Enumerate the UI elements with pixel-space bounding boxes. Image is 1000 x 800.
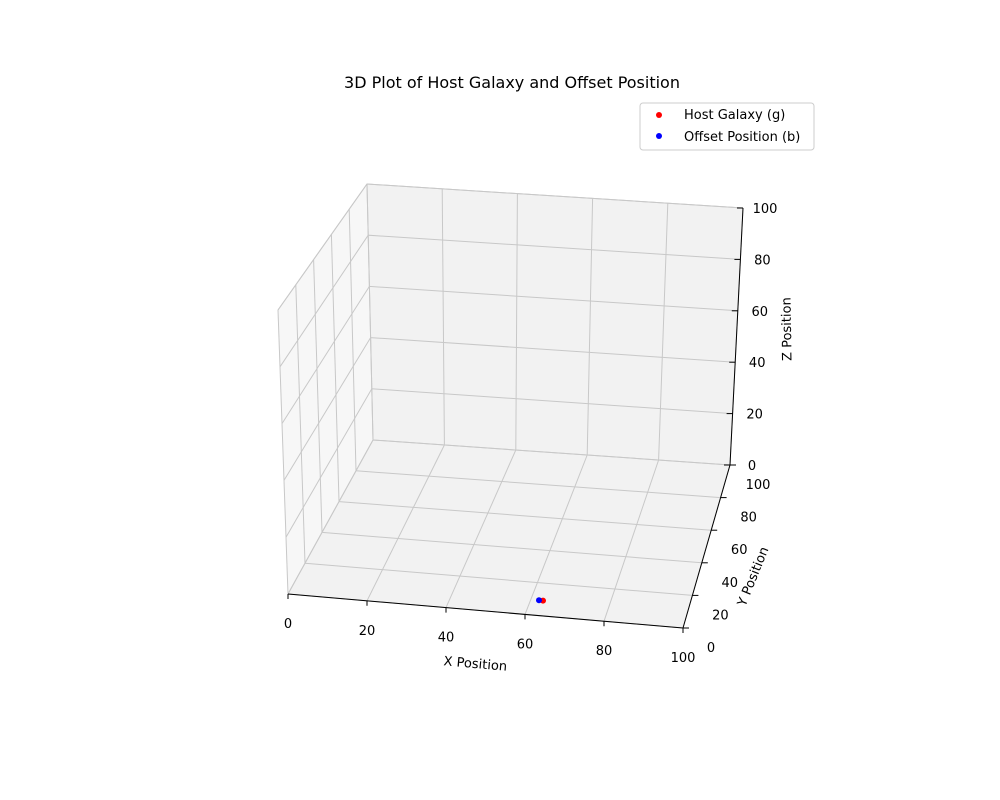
z-tick-label: 80 [754,253,771,268]
z-axis-label: Z Position [779,297,795,361]
y-tick-label: 0 [707,641,715,656]
gridline-y-left [366,183,374,441]
legend-box [639,102,815,151]
gridline-y-left [330,234,340,502]
legend-label-host-galaxy: Host Galaxy (g) [684,108,785,123]
x-tick-label: 40 [438,631,455,646]
x-axis-label: X Position [443,654,508,674]
gridline-y-floor [338,501,712,531]
gridline-x-floor [524,454,588,615]
gridline-y-left [313,259,323,533]
y-tick-label: 40 [722,576,739,591]
y-tick-label: 100 [746,478,771,493]
y-tick-label: 80 [740,511,757,526]
axis-lines [287,207,744,633]
grid-lines [277,183,744,629]
z-axis-line [729,207,744,466]
gridline-x-back [658,203,669,461]
gridline-x-floor [603,459,660,622]
point-offset-position [536,597,542,604]
legend-marker-host-galaxy [656,112,662,118]
gridline-y-floor [355,470,721,499]
gridline-y-floor [304,562,693,596]
gridline-x-floor [366,444,445,602]
back-pane [366,183,744,466]
x-tick-label: 20 [359,624,376,639]
x-tick-label: 100 [671,651,696,666]
gridline-y-left [295,284,306,564]
data-points [536,597,546,604]
z-tick-label: 0 [748,459,756,474]
x-axis-line [287,593,684,629]
y-tick-label: 20 [712,608,729,623]
z-tick-label: 60 [752,305,769,320]
gridline-z [277,183,744,311]
axis-panes [277,182,744,629]
y-tick-label: 60 [731,543,748,558]
chart-title: 3D Plot of Host Galaxy and Offset Positi… [344,73,680,92]
gridline-x-back [515,193,518,451]
x-tick-label: 0 [284,617,292,632]
legend-label-offset-position: Offset Position (b) [684,130,800,145]
x-tick-label: 80 [596,644,613,659]
gridline-x-floor [445,449,517,608]
z-tick-label: 40 [749,356,766,371]
gridline-y-left [348,209,357,471]
z-tick-label: 20 [746,408,763,423]
y-axis-line [682,464,731,629]
x-tick-label: 60 [517,637,534,652]
gridline-x-back [441,188,445,446]
tick-labels: 0 20 40 60 80 100 0 20 40 60 80 100 0 20 40 60 80 100 [284,202,778,666]
gridline-x-back [586,198,594,456]
legend-marker-offset-position [656,133,662,139]
gridline-y-floor [321,531,702,564]
gridline-y-floor [372,439,731,466]
legend: Host Galaxy (g) Offset Position (b) [639,102,815,151]
z-tick-label: 100 [753,202,778,217]
gridline-y-left [277,309,289,595]
